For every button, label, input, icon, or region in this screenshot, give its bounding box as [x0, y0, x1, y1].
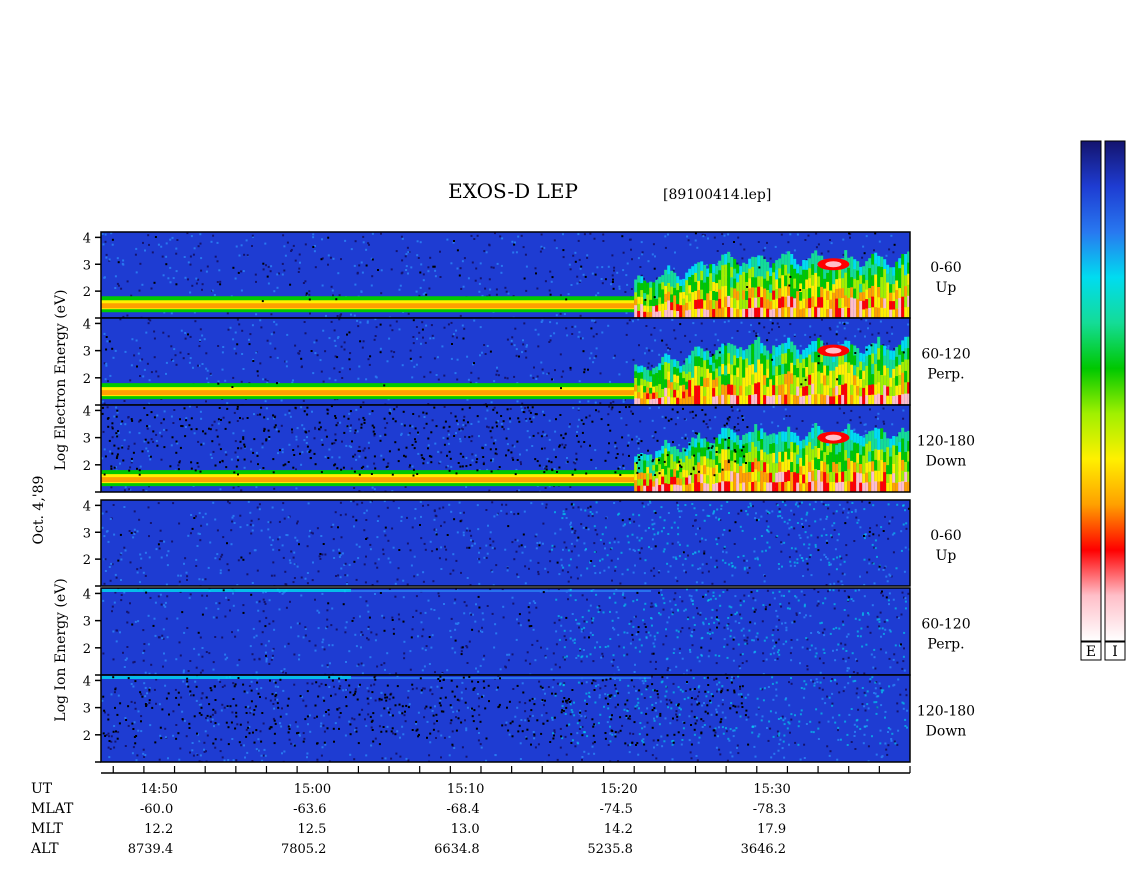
colorbar-label-box: [1080, 641, 1102, 661]
panel-frame: [100, 499, 911, 587]
x-tick-label: 15:00: [294, 782, 331, 797]
panel-frame: [100, 404, 911, 493]
y-tick-label: 3: [83, 615, 91, 630]
ephemeris-value: 12.2: [144, 822, 173, 837]
direction-label: Perp.: [927, 367, 964, 383]
direction-label: Down: [926, 724, 967, 740]
panel-electron-perp: 2 3 4 60-120 Perp.: [83, 317, 971, 406]
panel-electron-up: 2 3 4 0-60 Up: [83, 231, 962, 319]
colorbar-label-box: [1104, 641, 1126, 661]
x-tick-label: 15:30: [753, 782, 790, 797]
x-tick-label: 15:10: [447, 782, 484, 797]
y-tick-label: 3: [83, 702, 91, 717]
panel-background: [101, 675, 910, 762]
y-tick-label: 4: [83, 674, 91, 689]
ephemeris-value: 12.5: [297, 822, 326, 837]
ephemeris-value: 7805.2: [281, 842, 327, 857]
x-tick-label: 14:50: [140, 782, 177, 797]
y-tick-label: 2: [83, 372, 91, 387]
spectrogram-panels: 2 3 4 0-60 Up 2 3 4 60-120 Perp. 2 3 4 120-180 Down 2 3 4…: [83, 231, 975, 763]
ephemeris-value: 17.9: [757, 822, 786, 837]
y-tick-label: 2: [83, 285, 91, 300]
y-tick-label: 2: [83, 459, 91, 474]
direction-label: Up: [936, 548, 957, 564]
panel-ion-up: 2 3 4 0-60 Up: [83, 499, 962, 587]
pitch-angle-label: 60-120: [921, 617, 970, 633]
panel-frame: [100, 674, 911, 763]
date-label: Oct. 4,'89: [31, 476, 47, 545]
x-tick-label: 15:20: [600, 782, 637, 797]
ephemeris-value: 5235.8: [587, 842, 633, 857]
direction-label: Up: [936, 280, 957, 296]
y-tick-label: 4: [83, 587, 91, 602]
ephemeris-value: 6634.8: [434, 842, 480, 857]
direction-label: Down: [926, 454, 967, 470]
y-tick-label: 4: [83, 317, 91, 332]
panel-background: [101, 500, 910, 586]
pitch-angle-label: 60-120: [921, 347, 970, 363]
pitch-angle-label: 120-180: [917, 704, 975, 720]
ephemeris-value: -63.6: [293, 802, 326, 817]
colorbar-e: [1080, 140, 1102, 642]
ephemeris-value: -74.5: [600, 802, 633, 817]
panel-electron-down: 2 3 4 120-180 Down: [83, 404, 975, 493]
y-tick-label: 3: [83, 258, 91, 273]
ephemeris-row-label: ALT: [30, 841, 59, 857]
colorbar-label: I: [1112, 644, 1118, 660]
y-tick-label: 3: [83, 345, 91, 360]
colorbar-label: E: [1086, 644, 1096, 660]
electron-ylabel: Log Electron Energy (eV): [53, 289, 69, 470]
y-tick-label: 3: [83, 432, 91, 447]
ephemeris-value: -68.4: [446, 802, 479, 817]
y-tick-label: 4: [83, 404, 91, 419]
time-axis: 14:50 15:00 15:10 15:20 15:30: [101, 766, 911, 797]
pitch-angle-label: 0-60: [930, 260, 961, 276]
y-tick-label: 3: [83, 526, 91, 541]
ephemeris-row-label: MLT: [31, 821, 63, 837]
ephemeris-value: -60.0: [140, 802, 173, 817]
y-tick-label: 4: [83, 499, 91, 514]
ephemeris-value: -78.3: [753, 802, 786, 817]
ephemeris-value: 3646.2: [741, 842, 787, 857]
ephemeris-table: UT MLAT -60.0 -63.6 -68.4 -74.5 -78.3 MLT 12.2 12…: [30, 781, 786, 857]
chart-title: EXOS-D LEP: [448, 179, 578, 203]
ephemeris-value: 8739.4: [128, 842, 174, 857]
y-tick-label: 2: [83, 729, 91, 744]
colorbar-i: [1104, 140, 1126, 642]
direction-label: Perp.: [927, 637, 964, 653]
ion-ylabel: Log Ion Energy (eV): [53, 578, 69, 721]
y-tick-label: 2: [83, 642, 91, 657]
pitch-angle-label: 120-180: [917, 434, 975, 450]
ephemeris-row-label: MLAT: [31, 801, 74, 817]
file-label: [89100414.lep]: [663, 187, 771, 203]
panel-ion-down: 2 3 4 120-180 Down: [83, 674, 975, 763]
ephemeris-value: 13.0: [451, 822, 480, 837]
y-tick-label: 2: [83, 553, 91, 568]
ephemeris-value: 14.2: [604, 822, 633, 837]
y-tick-label: 4: [83, 231, 91, 246]
panel-background: [101, 588, 910, 675]
pitch-angle-label: 0-60: [930, 528, 961, 544]
panel-ion-perp: 2 3 4 60-120 Perp.: [83, 587, 971, 676]
ephemeris-row-label: UT: [31, 781, 53, 797]
